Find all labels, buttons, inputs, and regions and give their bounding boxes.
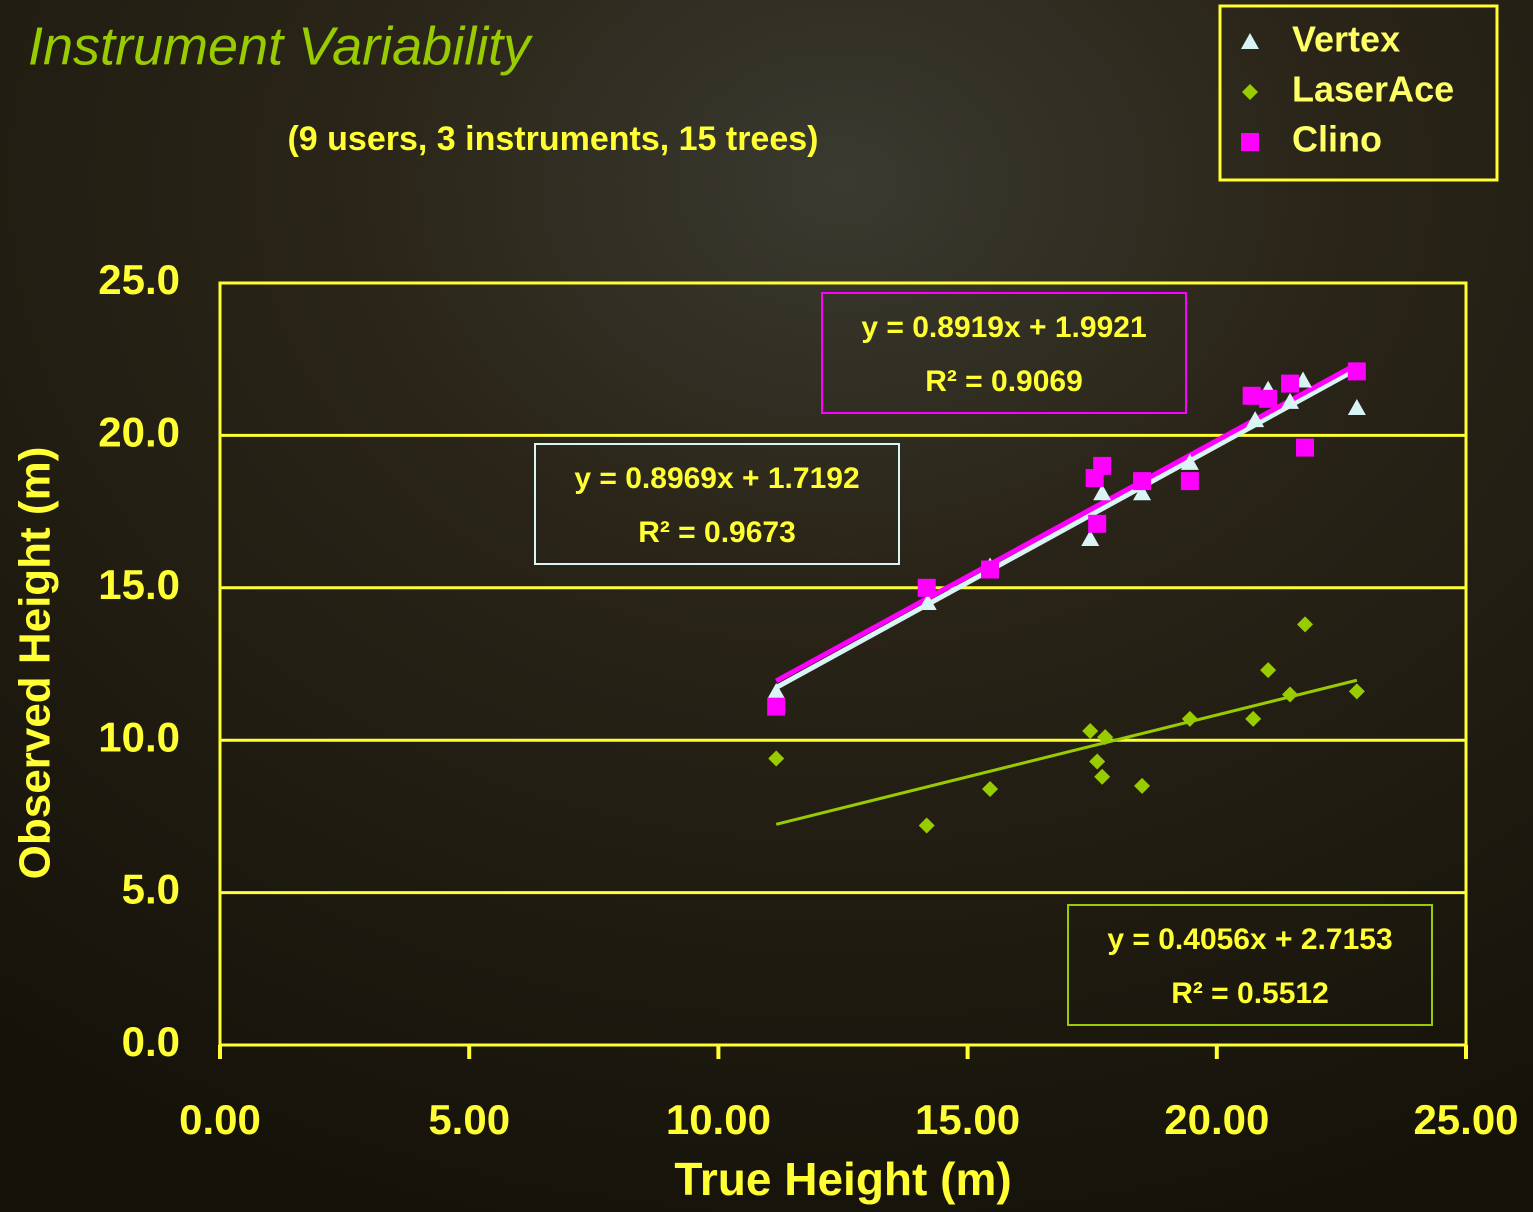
chart: Instrument Variability (9 users, 3 instr… bbox=[0, 0, 1533, 1212]
background bbox=[0, 0, 1533, 1212]
y-tick-label: 0.0 bbox=[122, 1018, 180, 1065]
x-tick-label: 0.00 bbox=[179, 1096, 261, 1143]
legend-label: Vertex bbox=[1292, 19, 1400, 60]
point bbox=[1093, 457, 1111, 475]
trendline-equation: y = 0.8969x + 1.7192 bbox=[574, 462, 859, 495]
y-tick-label: 5.0 bbox=[122, 866, 180, 913]
point bbox=[1348, 362, 1366, 380]
point bbox=[918, 579, 936, 597]
y-tick-label: 20.0 bbox=[98, 408, 180, 455]
legend-label: Clino bbox=[1292, 119, 1382, 160]
x-tick-label: 5.00 bbox=[428, 1096, 510, 1143]
x-tick-label: 20.00 bbox=[1164, 1096, 1269, 1143]
trendline-equation: y = 0.8919x + 1.9921 bbox=[861, 311, 1146, 344]
point bbox=[1133, 472, 1151, 490]
trendline-r2: R² = 0.9069 bbox=[925, 365, 1083, 398]
trendline-equation: y = 0.4056x + 2.7153 bbox=[1107, 923, 1392, 956]
point bbox=[981, 561, 999, 579]
y-tick-label: 15.0 bbox=[98, 561, 180, 608]
chart-title: Instrument Variability bbox=[28, 16, 533, 76]
x-tick-label: 15.00 bbox=[915, 1096, 1020, 1143]
x-tick-label: 10.00 bbox=[666, 1096, 771, 1143]
legend-label: LaserAce bbox=[1292, 69, 1454, 110]
x-axis-title: True Height (m) bbox=[674, 1153, 1011, 1205]
point bbox=[1296, 439, 1314, 457]
trendline-r2: R² = 0.5512 bbox=[1171, 977, 1329, 1010]
point bbox=[1088, 515, 1106, 533]
legend-marker bbox=[1241, 133, 1259, 151]
y-axis-title: Observed Height (m) bbox=[11, 447, 60, 880]
point bbox=[1281, 375, 1299, 393]
trendline-r2: R² = 0.9673 bbox=[638, 516, 796, 549]
y-tick-label: 10.0 bbox=[98, 713, 180, 760]
y-tick-label: 25.0 bbox=[98, 256, 180, 303]
chart-subtitle: (9 users, 3 instruments, 15 trees) bbox=[287, 120, 818, 158]
point bbox=[1259, 390, 1277, 408]
point bbox=[767, 698, 785, 716]
point bbox=[1243, 387, 1261, 405]
x-tick-label: 25.00 bbox=[1413, 1096, 1518, 1143]
point bbox=[1181, 472, 1199, 490]
